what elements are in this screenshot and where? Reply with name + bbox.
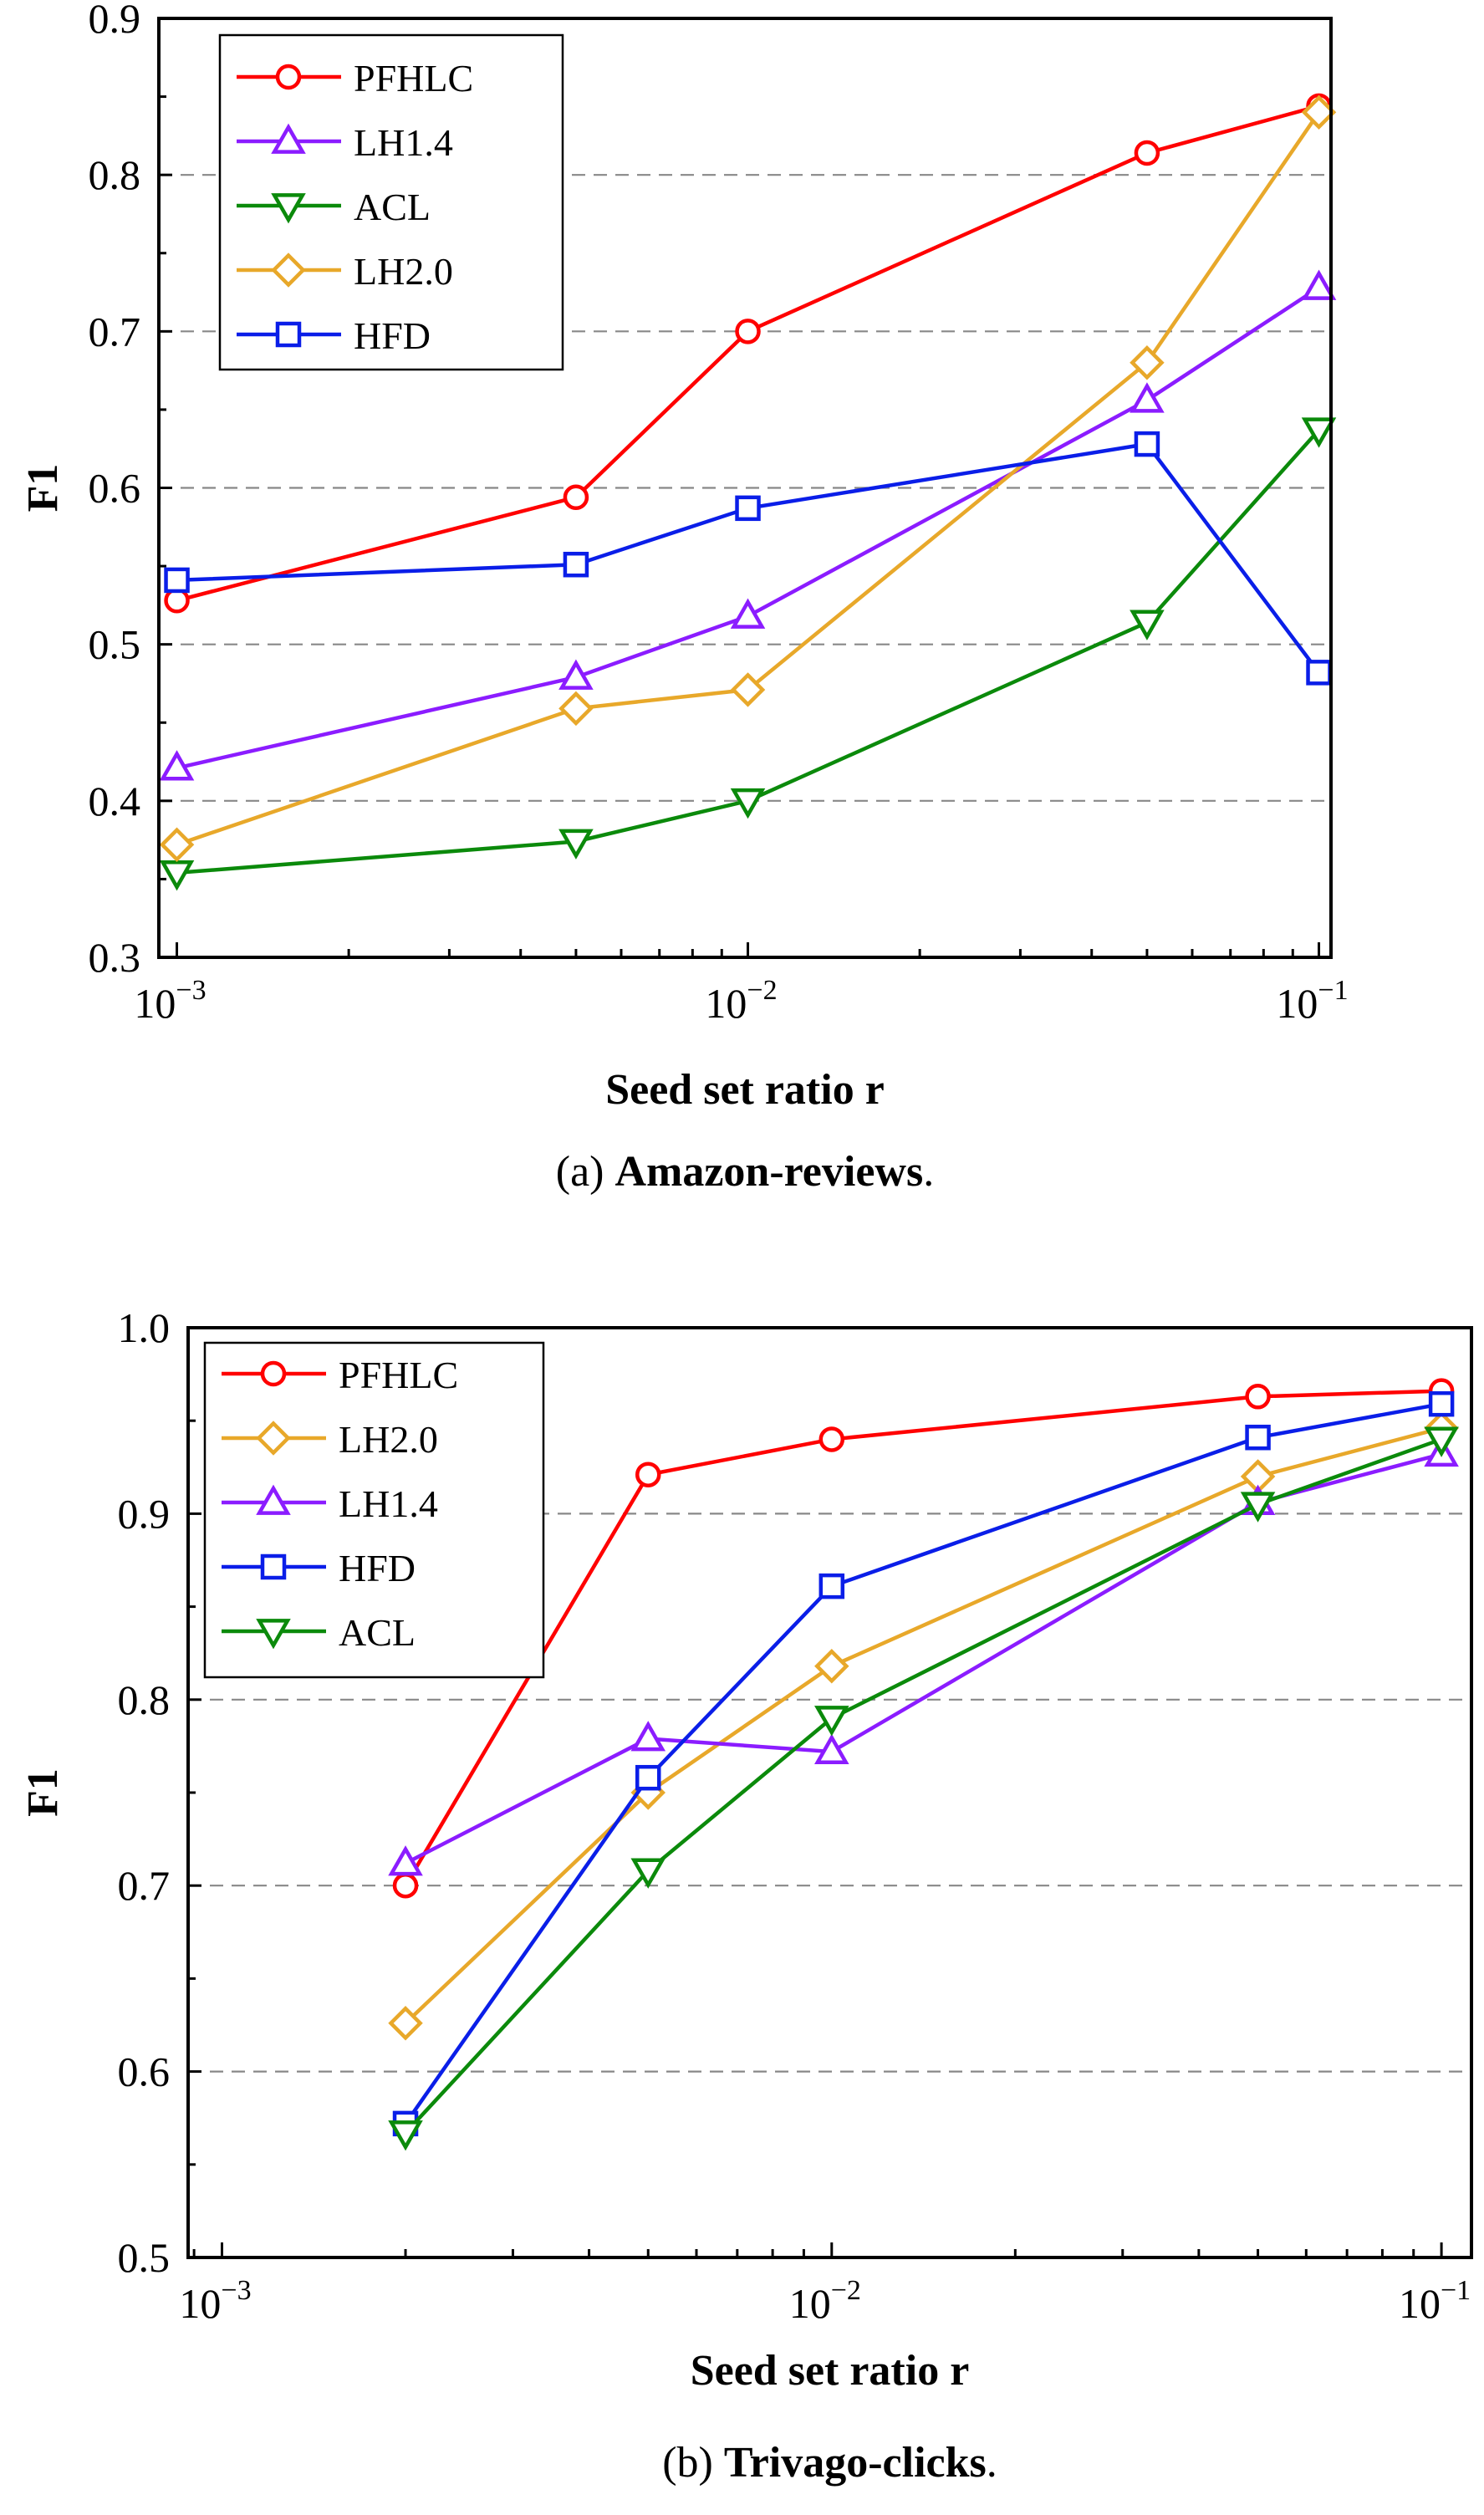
legend-label: HFD — [339, 1547, 416, 1589]
plot-frame — [157, 17, 1333, 959]
x-axis-label: Seed set ratio r — [691, 2347, 970, 2395]
data-point-lh1.4 — [814, 1733, 849, 1764]
data-point-hfd — [164, 567, 190, 594]
legend-label: LH1.4 — [354, 121, 453, 164]
y-axis-label: F1 — [19, 464, 67, 513]
data-point-acl — [558, 829, 594, 860]
y-tick-label: 0.7 — [118, 1862, 171, 1909]
data-point-acl — [1424, 1426, 1459, 1457]
legend-marker — [260, 1360, 287, 1387]
x-tick-label: 10−3 — [179, 2275, 251, 2327]
data-point-pfhlc — [818, 1426, 845, 1452]
legend-label: LH2.0 — [339, 1418, 438, 1461]
x-tick-label: 10−1 — [1399, 2275, 1471, 2327]
data-point-acl — [730, 788, 766, 819]
data-point-acl — [814, 1706, 849, 1737]
y-tick-label: 0.9 — [89, 0, 141, 42]
y-tick-label: 1.0 — [118, 1304, 171, 1351]
data-point-acl — [630, 1858, 666, 1889]
series-line-lh2.0 — [404, 1426, 1442, 2025]
data-point-pfhlc — [635, 1462, 661, 1487]
legend-marker — [275, 64, 302, 90]
y-tick-label: 0.4 — [89, 778, 141, 824]
data-point-hfd — [1245, 1424, 1271, 1451]
data-point-lh1.4 — [730, 598, 766, 629]
data-point-pfhlc — [1245, 1384, 1271, 1410]
data-point-lh1.4 — [1130, 382, 1165, 413]
legend-marker — [256, 1619, 291, 1650]
data-point-hfd — [735, 495, 761, 522]
legend-label: ACL — [354, 186, 431, 228]
data-point-hfd — [1134, 431, 1160, 457]
series-line-acl — [404, 1437, 1442, 2135]
data-point-lh1.4 — [159, 750, 195, 781]
y-tick-label: 0.6 — [89, 465, 141, 512]
legend-marker — [256, 1421, 291, 1456]
data-point-lh2.0 — [388, 2006, 423, 2041]
data-point-hfd — [1306, 660, 1332, 686]
data-point-acl — [1301, 417, 1337, 448]
data-point-hfd — [635, 1764, 661, 1791]
legend-label: LH2.0 — [354, 250, 453, 293]
x-axis-label: Seed set ratio r — [605, 1066, 885, 1114]
data-point-lh2.0 — [1301, 94, 1337, 130]
y-tick-label: 0.7 — [89, 308, 141, 355]
y-tick-label: 0.5 — [89, 621, 141, 668]
y-tick-label: 0.3 — [89, 934, 141, 981]
y-tick-label: 0.8 — [118, 1676, 171, 1723]
x-tick-label: 10−2 — [789, 2275, 861, 2327]
data-point-lh1.4 — [558, 659, 594, 690]
data-point-lh2.0 — [814, 1649, 849, 1684]
data-point-acl — [388, 2120, 423, 2151]
data-point-lh2.0 — [558, 691, 594, 727]
y-tick-label: 0.5 — [118, 2234, 171, 2281]
legend-label: HFD — [354, 314, 431, 357]
legend-marker — [271, 123, 306, 154]
data-point-hfd — [1428, 1390, 1455, 1417]
caption: (b) Trivago-clicks. — [662, 2439, 997, 2487]
legend-marker — [260, 1553, 287, 1580]
series-line-lh1.4 — [405, 1452, 1442, 1865]
data-point-acl — [1130, 610, 1165, 640]
data-point-acl — [159, 860, 195, 891]
legend-marker — [256, 1484, 291, 1515]
legend-marker — [275, 321, 302, 348]
legend-label: PFHLC — [354, 57, 473, 99]
legend-marker — [271, 193, 306, 224]
data-point-lh1.4 — [630, 1721, 666, 1752]
data-point-pfhlc — [563, 484, 589, 510]
data-point-lh1.4 — [1301, 269, 1337, 300]
series-line-pfhlc — [404, 1389, 1442, 1887]
data-point-pfhlc — [392, 1872, 419, 1899]
y-tick-label: 0.6 — [118, 2048, 171, 2095]
x-tick-label: 10−1 — [1276, 975, 1348, 1027]
data-point-pfhlc — [1134, 140, 1160, 166]
data-point-acl — [1240, 1492, 1276, 1523]
data-point-lh2.0 — [730, 672, 766, 707]
legend-marker — [271, 253, 306, 288]
data-point-lh1.4 — [388, 1845, 423, 1876]
y-tick-label: 0.8 — [89, 151, 141, 198]
chart-a: 0.3 0.4 0.5 0.6 0.7 0.8 0.9 10−3 10−2 10−1 PFHLC LH… — [19, 0, 1349, 1196]
data-point-lh2.0 — [1130, 345, 1165, 380]
data-point-lh2.0 — [159, 827, 195, 862]
chart-b: 0.5 0.6 0.7 0.8 0.9 1.0 10−3 10−2 10−1 PFHLC LH2.0… — [19, 1304, 1473, 2487]
y-axis-label: F1 — [19, 1768, 67, 1817]
x-tick-label: 10−2 — [705, 975, 777, 1027]
legend-label: PFHLC — [339, 1354, 458, 1396]
y-tick-label: 0.9 — [118, 1490, 171, 1537]
series-line-hfd — [404, 1401, 1442, 2125]
caption: (a) Amazon-reviews. — [556, 1148, 934, 1196]
data-point-hfd — [818, 1573, 845, 1599]
legend-label: LH1.4 — [339, 1482, 438, 1525]
data-point-hfd — [563, 551, 589, 578]
x-tick-label: 10−3 — [134, 975, 206, 1027]
plot-frame — [186, 1326, 1473, 2259]
legend-label: ACL — [339, 1611, 416, 1654]
data-point-pfhlc — [735, 319, 761, 344]
